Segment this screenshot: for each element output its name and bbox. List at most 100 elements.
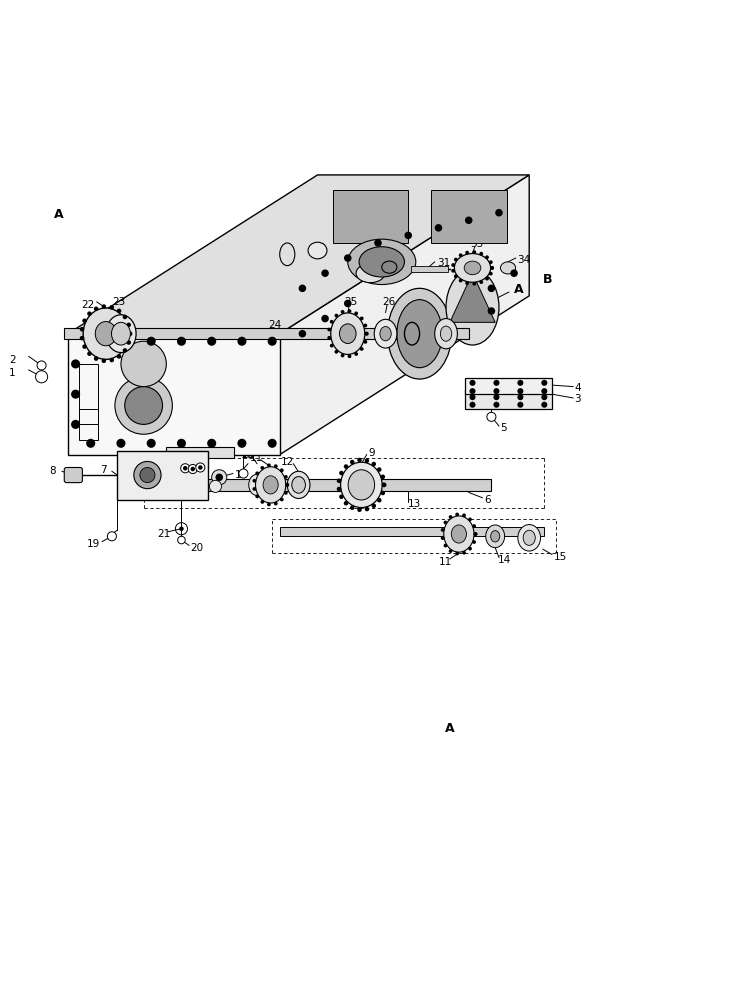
Circle shape xyxy=(355,311,358,315)
Ellipse shape xyxy=(256,467,286,503)
Ellipse shape xyxy=(112,322,130,345)
Ellipse shape xyxy=(339,324,356,344)
Text: 21: 21 xyxy=(157,529,171,539)
Ellipse shape xyxy=(280,243,295,266)
Circle shape xyxy=(140,467,155,483)
Circle shape xyxy=(267,463,271,467)
Text: 4: 4 xyxy=(575,383,581,393)
Text: 1: 1 xyxy=(9,368,16,378)
Circle shape xyxy=(177,439,186,448)
Circle shape xyxy=(350,505,355,510)
Text: 3: 3 xyxy=(575,394,581,404)
Ellipse shape xyxy=(83,308,129,359)
Circle shape xyxy=(358,458,362,462)
Circle shape xyxy=(465,217,472,224)
Circle shape xyxy=(115,377,172,434)
Text: B: B xyxy=(112,444,122,457)
Circle shape xyxy=(382,483,386,487)
Circle shape xyxy=(188,464,197,474)
Circle shape xyxy=(441,536,445,540)
Circle shape xyxy=(364,340,367,344)
Ellipse shape xyxy=(500,262,516,274)
Circle shape xyxy=(360,347,364,351)
Circle shape xyxy=(364,458,369,463)
Circle shape xyxy=(455,513,459,516)
Ellipse shape xyxy=(491,531,500,542)
FancyBboxPatch shape xyxy=(117,451,208,500)
Text: 7: 7 xyxy=(100,465,107,475)
Circle shape xyxy=(82,344,87,349)
Circle shape xyxy=(517,380,523,386)
Circle shape xyxy=(489,272,493,276)
Ellipse shape xyxy=(359,247,404,277)
Circle shape xyxy=(274,464,277,468)
Text: 9: 9 xyxy=(368,448,375,458)
Circle shape xyxy=(358,507,362,512)
Ellipse shape xyxy=(454,254,491,282)
Circle shape xyxy=(494,394,500,400)
Ellipse shape xyxy=(308,242,327,259)
FancyBboxPatch shape xyxy=(465,390,552,409)
Ellipse shape xyxy=(249,474,265,495)
Circle shape xyxy=(494,388,500,394)
Polygon shape xyxy=(450,273,495,322)
Text: 5: 5 xyxy=(500,423,507,433)
Circle shape xyxy=(212,470,227,485)
Ellipse shape xyxy=(292,477,305,493)
Circle shape xyxy=(284,491,288,495)
Circle shape xyxy=(126,340,131,345)
Circle shape xyxy=(268,337,277,346)
Ellipse shape xyxy=(348,239,416,285)
Circle shape xyxy=(260,500,265,504)
Circle shape xyxy=(489,260,493,264)
Circle shape xyxy=(116,337,125,346)
Circle shape xyxy=(364,332,369,336)
Circle shape xyxy=(183,466,187,471)
Circle shape xyxy=(380,491,385,495)
Circle shape xyxy=(488,307,495,315)
Circle shape xyxy=(207,337,216,346)
Circle shape xyxy=(268,439,277,448)
Circle shape xyxy=(473,532,478,536)
Circle shape xyxy=(253,487,256,491)
Circle shape xyxy=(541,380,547,386)
Text: 24: 24 xyxy=(268,320,282,330)
Circle shape xyxy=(110,305,114,310)
Ellipse shape xyxy=(331,313,364,354)
Circle shape xyxy=(472,540,476,544)
Circle shape xyxy=(459,279,463,282)
Circle shape xyxy=(444,544,448,547)
Circle shape xyxy=(494,402,500,408)
Circle shape xyxy=(541,388,547,394)
Circle shape xyxy=(348,309,352,313)
Text: B: B xyxy=(543,273,553,286)
Circle shape xyxy=(454,258,457,261)
Ellipse shape xyxy=(287,471,310,498)
Text: 34: 34 xyxy=(517,255,531,265)
Circle shape xyxy=(382,483,386,487)
Circle shape xyxy=(181,464,190,473)
Circle shape xyxy=(207,439,216,448)
Text: 28: 28 xyxy=(463,302,476,312)
Circle shape xyxy=(327,336,331,340)
Circle shape xyxy=(444,521,448,524)
Circle shape xyxy=(116,439,125,448)
Circle shape xyxy=(79,327,84,331)
Circle shape xyxy=(377,498,382,502)
Circle shape xyxy=(86,337,95,346)
Circle shape xyxy=(215,474,223,481)
Circle shape xyxy=(517,402,523,408)
Circle shape xyxy=(237,439,246,448)
Polygon shape xyxy=(280,175,529,455)
Bar xyxy=(79,364,98,424)
Circle shape xyxy=(541,402,547,408)
Circle shape xyxy=(485,255,489,259)
Circle shape xyxy=(110,358,114,362)
Circle shape xyxy=(341,354,345,357)
Circle shape xyxy=(128,331,132,336)
Circle shape xyxy=(344,464,349,469)
Text: 17: 17 xyxy=(230,481,243,491)
Ellipse shape xyxy=(388,288,452,379)
Ellipse shape xyxy=(356,264,385,283)
Circle shape xyxy=(355,352,358,356)
